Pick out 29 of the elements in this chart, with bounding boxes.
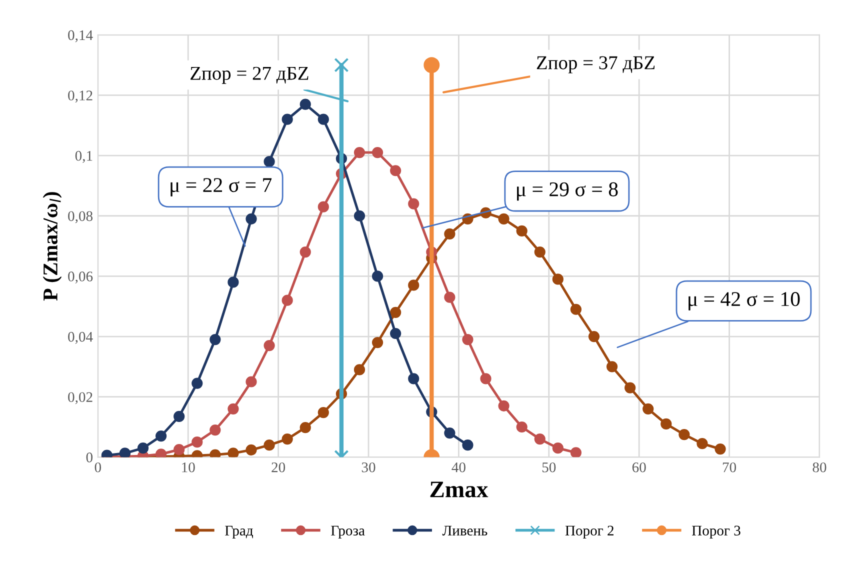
y-tick-label: 0,12	[68, 90, 92, 103]
y-axis-title: P (Zmax/ω$_{l}$)	[42, 192, 62, 301]
annotation: μ = 29 σ = 8	[517, 182, 618, 201]
y-tick-label: 0,1	[75, 150, 92, 163]
x-tick-label: 50	[542, 462, 556, 472]
x-tick-label: 0	[94, 462, 102, 472]
x-tick-label: 30	[362, 462, 376, 472]
y-tick-label: 0	[86, 452, 93, 462]
legend-label: Ливень	[442, 526, 488, 536]
y-tick-label: 0,14	[68, 30, 93, 42]
y-tick-label: 0,04	[68, 332, 93, 344]
x-tick-label: 40	[452, 462, 466, 472]
y-tick-label: 0,08	[68, 211, 93, 224]
y-tick-label: 0,02	[68, 392, 92, 404]
legend-label: Гроза	[331, 526, 365, 538]
legend-label: Град	[225, 526, 254, 538]
annotation: μ = 22 σ = 7	[170, 178, 272, 196]
x-tick-label: 80	[812, 462, 826, 472]
x-tick-label: 20	[272, 462, 286, 472]
x-axis-title: Zmax	[430, 482, 488, 498]
y-tick-label: 0,06	[68, 272, 93, 284]
annotation: Zпор = 37 дБZ	[536, 56, 655, 74]
legend-label: Порог 2	[565, 526, 614, 538]
annotation: Zпор = 27 дБZ	[190, 66, 308, 84]
x-tick-label: 60	[632, 462, 646, 472]
x-tick-label: 70	[722, 462, 736, 472]
annotation: μ = 42 σ = 10	[688, 292, 800, 310]
legend-label: Порог 3	[692, 526, 740, 538]
x-tick-label: 10	[182, 462, 195, 472]
